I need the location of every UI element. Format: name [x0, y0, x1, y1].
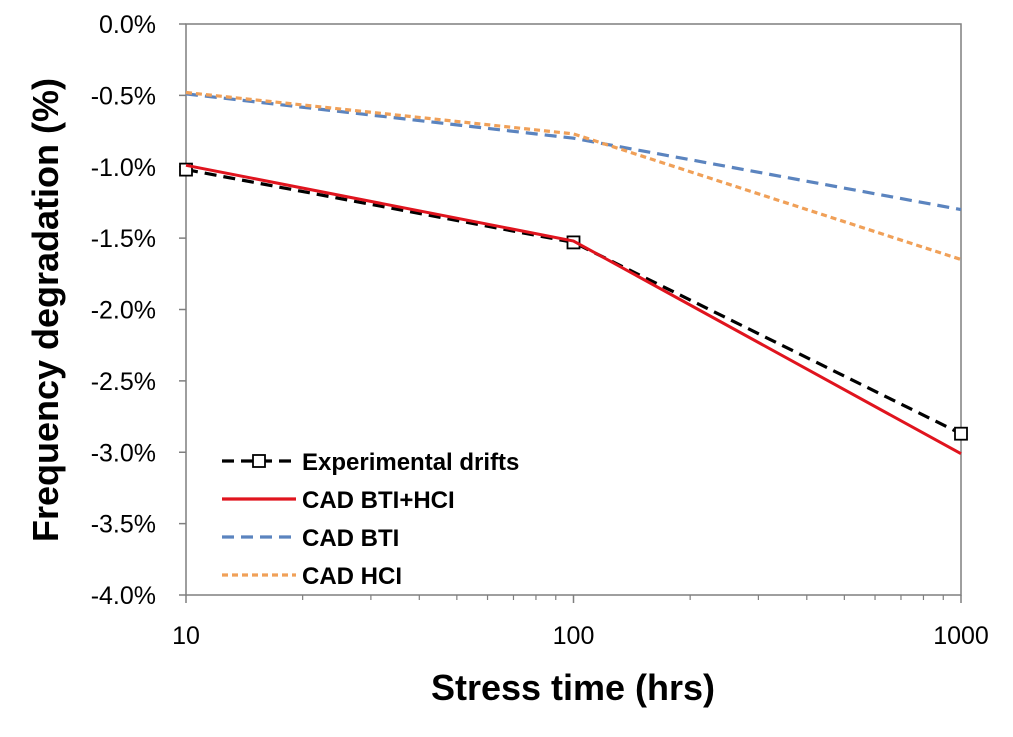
y-tick-label: -0.5% — [91, 82, 156, 110]
series-line-3 — [185, 90, 962, 262]
series-layer — [179, 90, 968, 456]
y-tick-label: -1.0% — [91, 154, 156, 182]
y-tick-label: -1.5% — [91, 225, 156, 253]
legend-marker — [252, 454, 266, 468]
legend-label: CAD HCI — [302, 563, 402, 590]
y-tick-label: -3.5% — [91, 511, 156, 539]
x-tick-label: 1000 — [933, 622, 989, 650]
y-tick-label: 0.0% — [99, 11, 156, 39]
legend-label: CAD BTI+HCI — [302, 487, 455, 514]
series-line-1 — [185, 163, 962, 456]
axes: 0.0% -0.5% -1.0% -1.5% -2.0% -2.5% -3.0% -3.5% -… — [91, 11, 989, 650]
data-point — [954, 426, 968, 441]
x-tick-label: 100 — [553, 622, 595, 650]
y-tick-label: -4.0% — [91, 582, 156, 610]
legend: Experimental drifts CAD BTI+HCI CAD BTI CAD… — [222, 449, 519, 590]
y-tick-label: -2.5% — [91, 368, 156, 396]
legend-label: CAD BTI — [302, 525, 399, 552]
y-tick-label: -3.0% — [91, 439, 156, 467]
legend-label: Experimental drifts — [302, 449, 519, 476]
series-line-0 — [185, 168, 962, 436]
y-tick-label: -2.0% — [91, 297, 156, 325]
y-axis-title: Frequency degradation (%) — [25, 78, 66, 542]
series-line-2 — [185, 92, 962, 212]
x-axis-title: Stress time (hrs) — [431, 667, 715, 708]
x-tick-label: 10 — [172, 622, 200, 650]
